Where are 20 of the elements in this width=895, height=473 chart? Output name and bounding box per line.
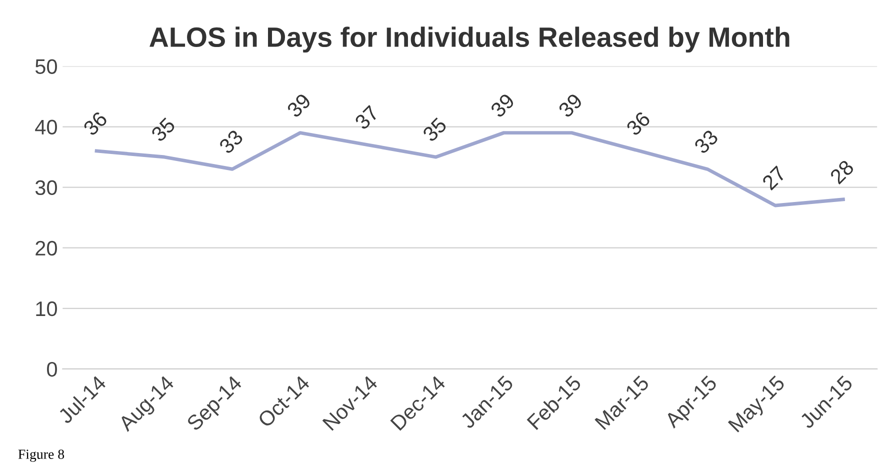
- data-label: 33: [693, 128, 719, 155]
- y-tick-label: 40: [35, 120, 57, 135]
- caption: Figure 8: [18, 450, 64, 462]
- y-tick-label: 10: [36, 301, 57, 316]
- data-label: 39: [490, 92, 516, 118]
- data-label: 39: [558, 92, 584, 118]
- data-label: 35: [150, 116, 176, 142]
- data-label: 27: [761, 165, 787, 191]
- data-label: 39: [286, 92, 312, 118]
- y-tick-label: 50: [35, 59, 57, 74]
- data-label: 35: [422, 116, 448, 142]
- data-label: 28: [829, 159, 855, 185]
- y-tick-label: 30: [35, 180, 57, 196]
- chart-title: ALOS in Days for Individuals Released by Month: [150, 26, 790, 53]
- data-label: 33: [218, 128, 244, 155]
- data-label: 36: [82, 110, 108, 136]
- y-tick-label: 20: [36, 240, 57, 256]
- y-tick-label: 0: [47, 362, 57, 377]
- data-label: 36: [625, 110, 652, 136]
- data-label: 37: [354, 104, 380, 130]
